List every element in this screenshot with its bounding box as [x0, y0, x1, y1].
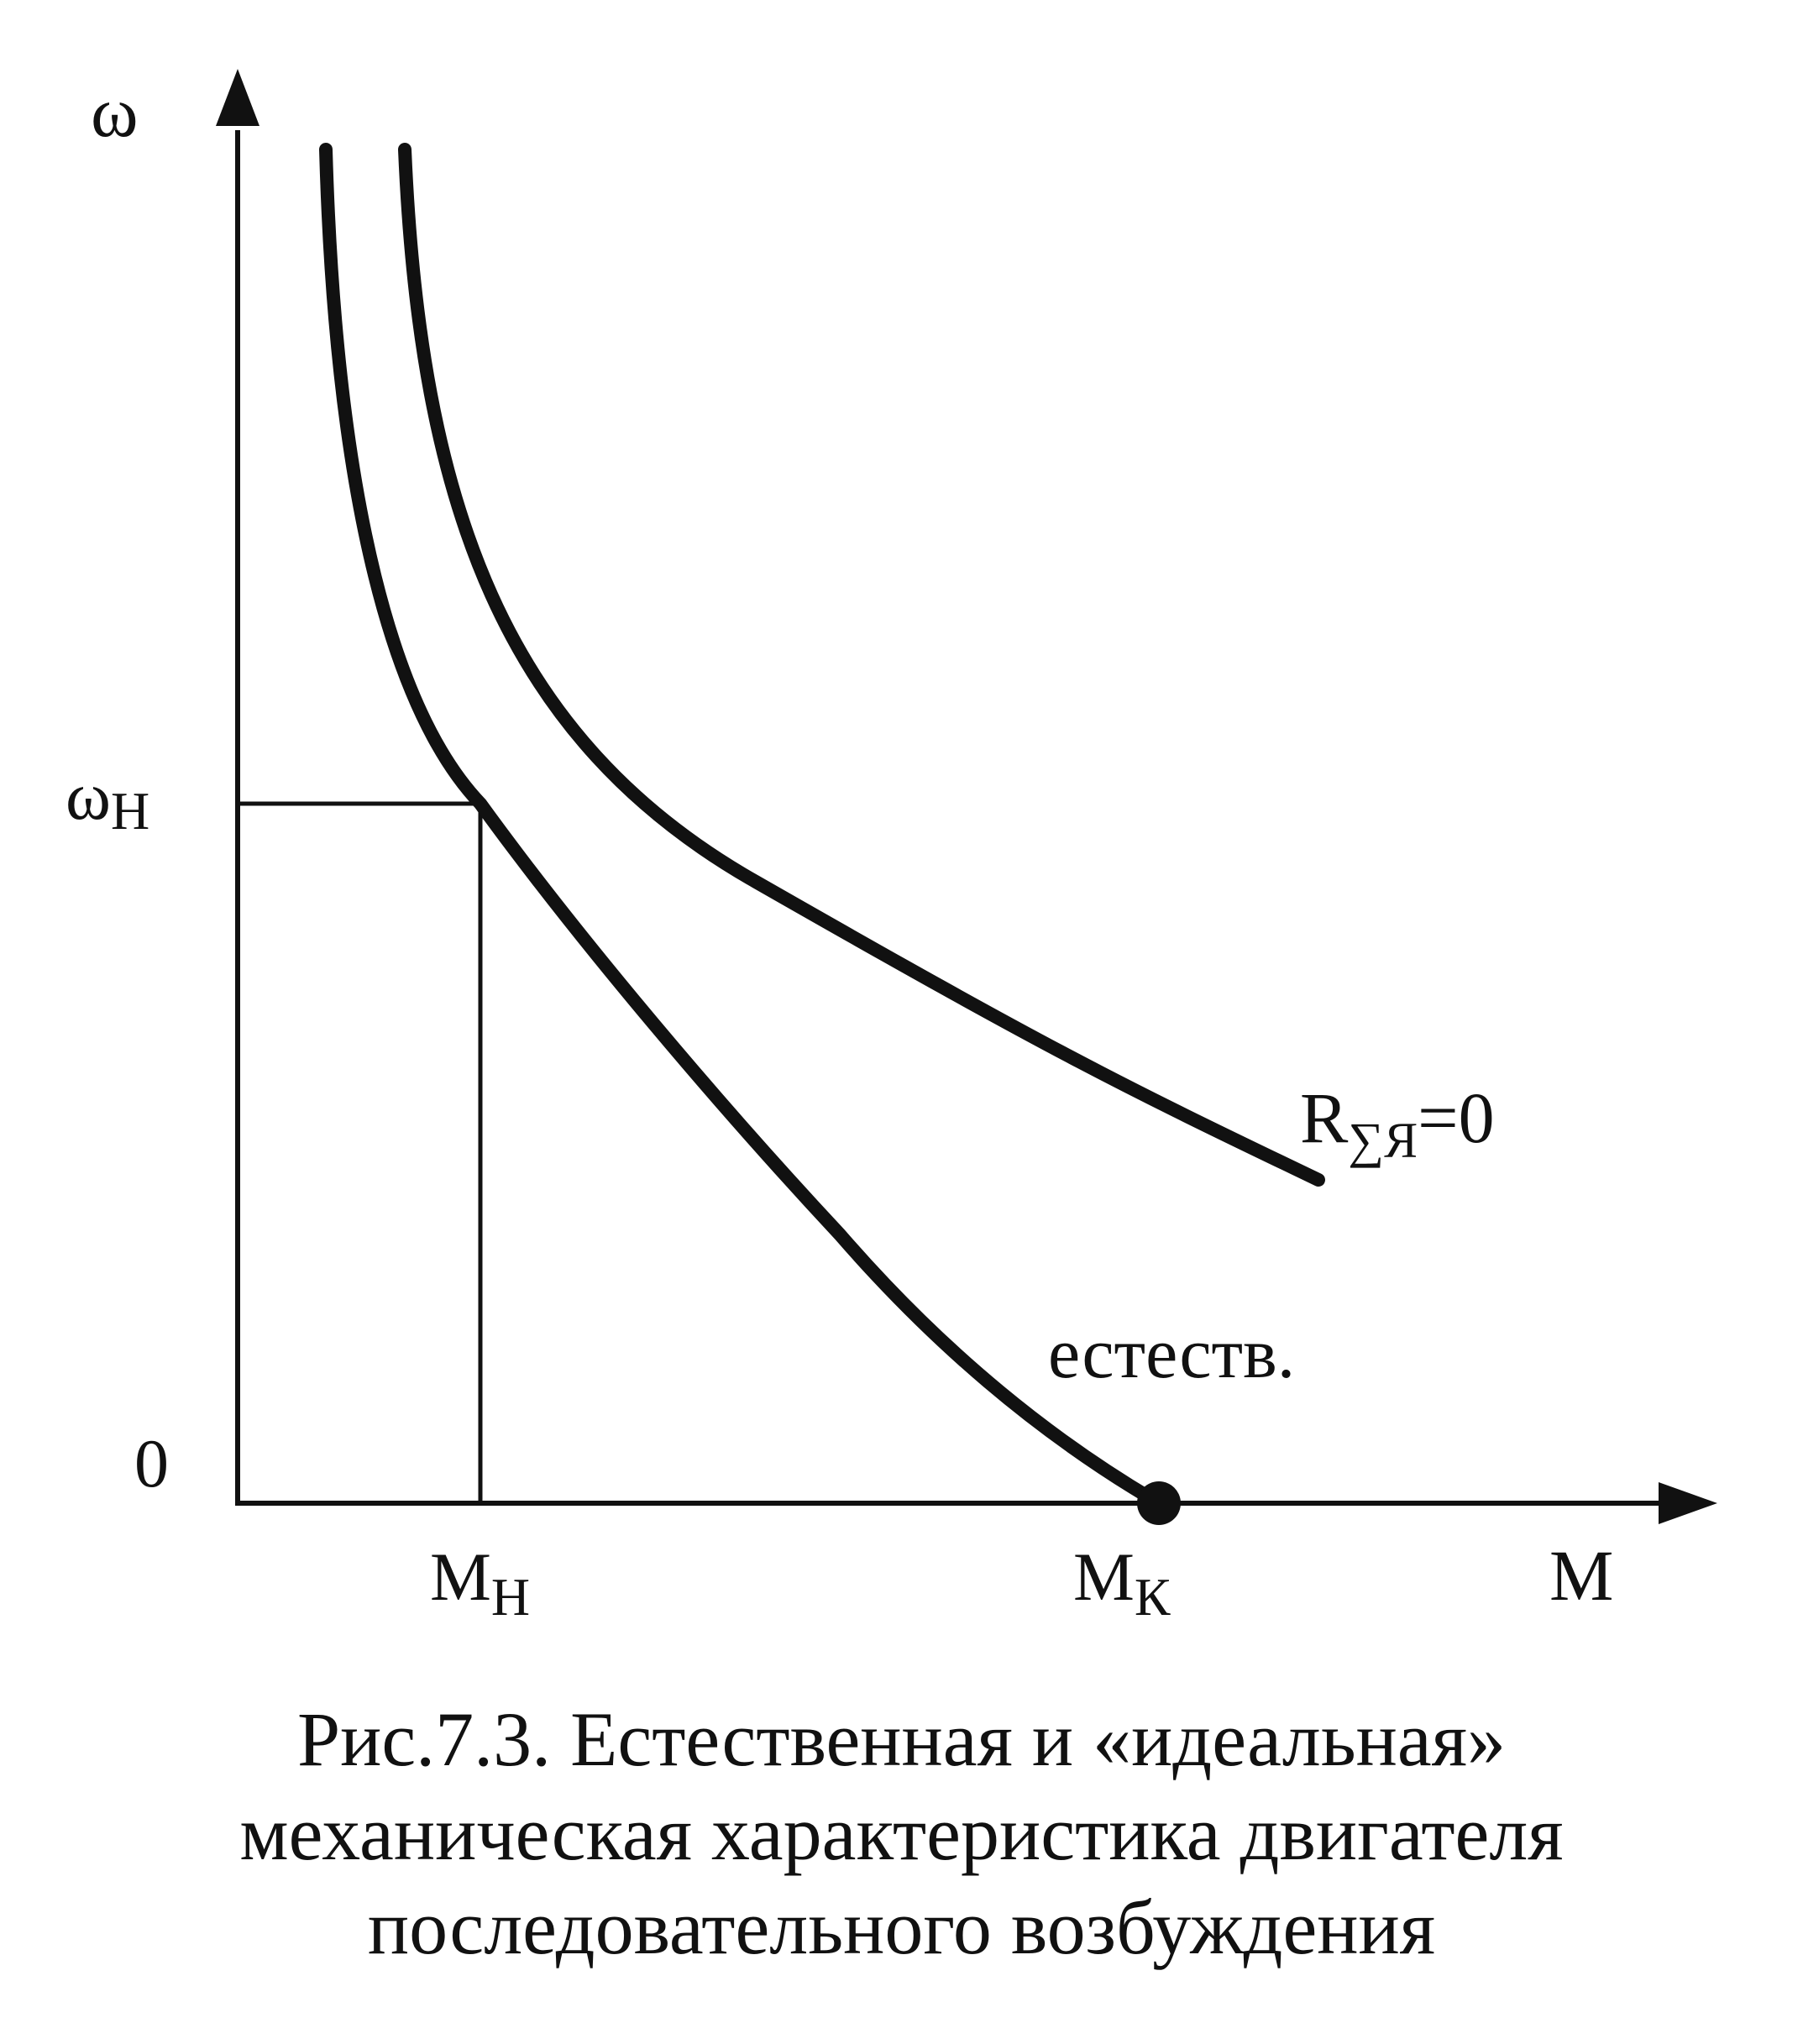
origin-label: 0 [134, 1425, 169, 1502]
m-nominal-label: МН [430, 1538, 530, 1627]
natural-characteristic-curve [319, 143, 1166, 1510]
ideal-characteristic-curve [398, 143, 1325, 1187]
natural-curve-label: естеств. [1048, 1313, 1295, 1393]
caption-line: последовательного возбуждения [367, 1884, 1436, 1970]
figure-caption: Рис.7.3. Естественная и «идеальная» меха… [0, 1692, 1803, 1974]
y-axis-arrowhead [216, 69, 259, 126]
x-axis-label: M [1549, 1535, 1613, 1616]
y-axis-label: ω [91, 71, 139, 152]
caption-line: механическая характеристика двигателя [239, 1790, 1564, 1876]
short-circuit-point [1137, 1481, 1181, 1525]
ideal-curve-label: R∑Я=0 [1300, 1077, 1495, 1168]
m-short-label: МК [1073, 1538, 1171, 1627]
x-axis-arrowhead [1659, 1482, 1717, 1524]
omega-nominal-label: ωН [66, 757, 149, 841]
caption-line: Рис.7.3. Естественная и «идеальная» [296, 1696, 1507, 1782]
